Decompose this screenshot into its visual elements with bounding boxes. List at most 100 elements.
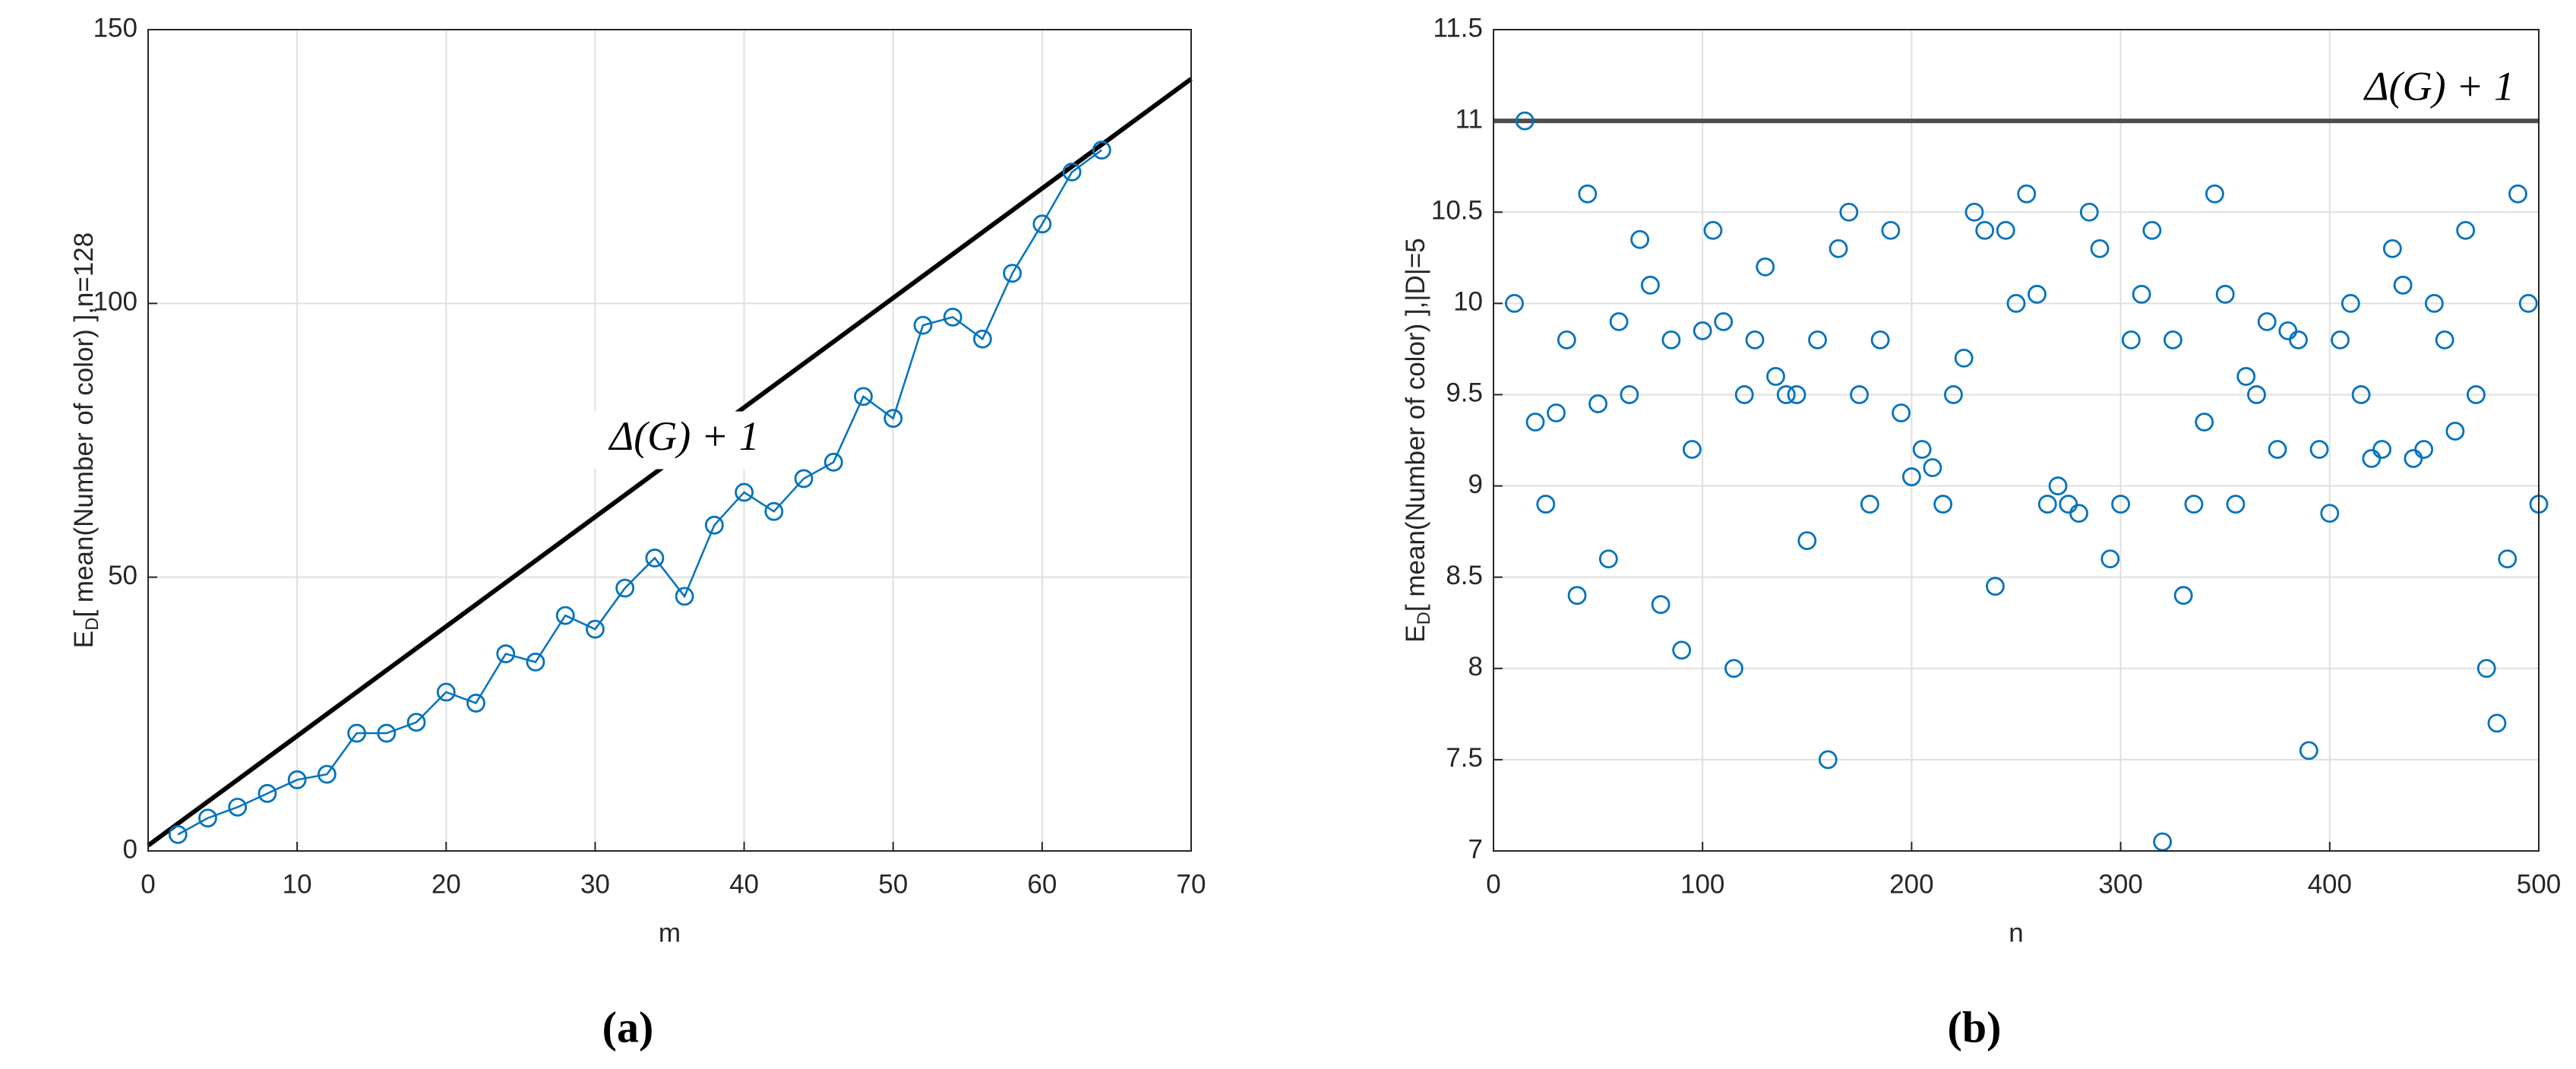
marker <box>1609 312 1629 331</box>
marker <box>2445 422 2465 441</box>
marker <box>1766 367 1785 386</box>
marker <box>1630 229 1650 249</box>
marker <box>1901 467 1921 486</box>
marker <box>1693 321 1712 340</box>
marker <box>258 783 277 803</box>
marker <box>2309 440 2329 459</box>
y-axis-label: ED[ mean(Number of color) ],n=128 <box>69 232 103 648</box>
marker <box>615 578 635 598</box>
marker <box>228 797 248 817</box>
marker <box>2205 184 2224 204</box>
marker <box>2028 284 2047 304</box>
marker <box>1505 293 1524 313</box>
marker <box>2508 184 2527 204</box>
marker <box>2006 293 2026 313</box>
marker <box>1808 330 1827 349</box>
marker <box>1797 531 1817 551</box>
x-tick-label: 60 <box>1027 869 1057 899</box>
marker <box>1672 640 1692 660</box>
marker <box>2435 330 2454 349</box>
y-label-sub: D <box>82 618 103 631</box>
marker <box>2236 367 2256 386</box>
x-tick-label: 40 <box>729 869 759 899</box>
marker <box>1557 330 1576 349</box>
x-tick-label: 400 <box>2308 869 2352 899</box>
marker <box>2173 586 2193 606</box>
marker <box>1062 162 1082 182</box>
y-tick-label: 7.5 <box>1446 743 1483 773</box>
y-tick-label: 9 <box>1468 470 1483 499</box>
marker <box>2079 202 2099 222</box>
marker <box>1776 385 1796 404</box>
marker <box>466 694 485 713</box>
marker <box>1032 214 1052 234</box>
marker <box>377 723 397 743</box>
marker <box>1640 275 1660 295</box>
plot-area <box>1493 30 2539 851</box>
x-axis-label: m <box>659 918 681 947</box>
y-tick-label: 150 <box>93 13 137 43</box>
marker <box>1923 458 1942 477</box>
marker <box>1661 330 1681 349</box>
marker <box>586 619 605 639</box>
y-label-base: E <box>1401 625 1430 642</box>
y-axis-label: ED[ mean(Number of color) ],|D|=5 <box>1401 238 1434 643</box>
marker <box>2299 741 2318 761</box>
marker <box>1547 403 1566 422</box>
marker <box>2382 239 2402 258</box>
marker <box>854 387 873 406</box>
marker <box>2341 293 2360 313</box>
caption: (a) <box>602 1002 654 1052</box>
x-tick-label: 10 <box>283 869 312 899</box>
marker <box>1578 184 1598 204</box>
marker <box>2331 330 2350 349</box>
marker <box>1954 348 1974 368</box>
marker <box>2132 284 2151 304</box>
y-label-rest: [ mean(Number of color) ],n=128 <box>69 232 99 618</box>
y-tick-label: 8 <box>1468 652 1483 682</box>
marker <box>735 482 754 502</box>
y-tick-label: 50 <box>108 561 137 590</box>
marker <box>2069 504 2088 523</box>
marker <box>2289 330 2308 349</box>
marker <box>2121 330 2141 349</box>
x-tick-label: 0 <box>1486 869 1500 899</box>
marker <box>645 549 665 568</box>
marker <box>1912 440 1932 459</box>
marker <box>2142 220 2162 240</box>
marker <box>2153 832 2173 852</box>
marker <box>2414 440 2434 459</box>
marker <box>1996 220 2015 240</box>
marker <box>1598 549 1618 569</box>
marker <box>1944 385 1963 404</box>
y-tick-label: 0 <box>123 834 137 864</box>
marker <box>2456 220 2476 240</box>
marker <box>2393 275 2413 295</box>
y-label-base: E <box>69 631 99 648</box>
marker <box>2268 440 2287 459</box>
marker <box>1536 495 1556 514</box>
marker <box>287 770 307 789</box>
marker <box>943 307 962 327</box>
marker <box>168 824 188 844</box>
marker <box>1003 264 1022 283</box>
marker <box>1975 220 1995 240</box>
y-tick-label: 7 <box>1468 834 1483 864</box>
marker <box>2048 476 2068 495</box>
plot-frame <box>1493 29 2540 852</box>
marker <box>794 469 814 489</box>
marker <box>823 452 843 472</box>
x-tick-label: 200 <box>1889 869 1933 899</box>
marker <box>1860 495 1879 514</box>
marker <box>2226 495 2246 514</box>
y-tick-label: 9.5 <box>1446 378 1483 408</box>
marker <box>436 682 456 702</box>
marker <box>1986 577 2005 596</box>
marker <box>1745 330 1765 349</box>
marker <box>883 409 903 429</box>
marker <box>1515 111 1535 131</box>
x-tick-label: 50 <box>878 869 908 899</box>
marker <box>704 515 724 535</box>
marker <box>555 606 575 625</box>
